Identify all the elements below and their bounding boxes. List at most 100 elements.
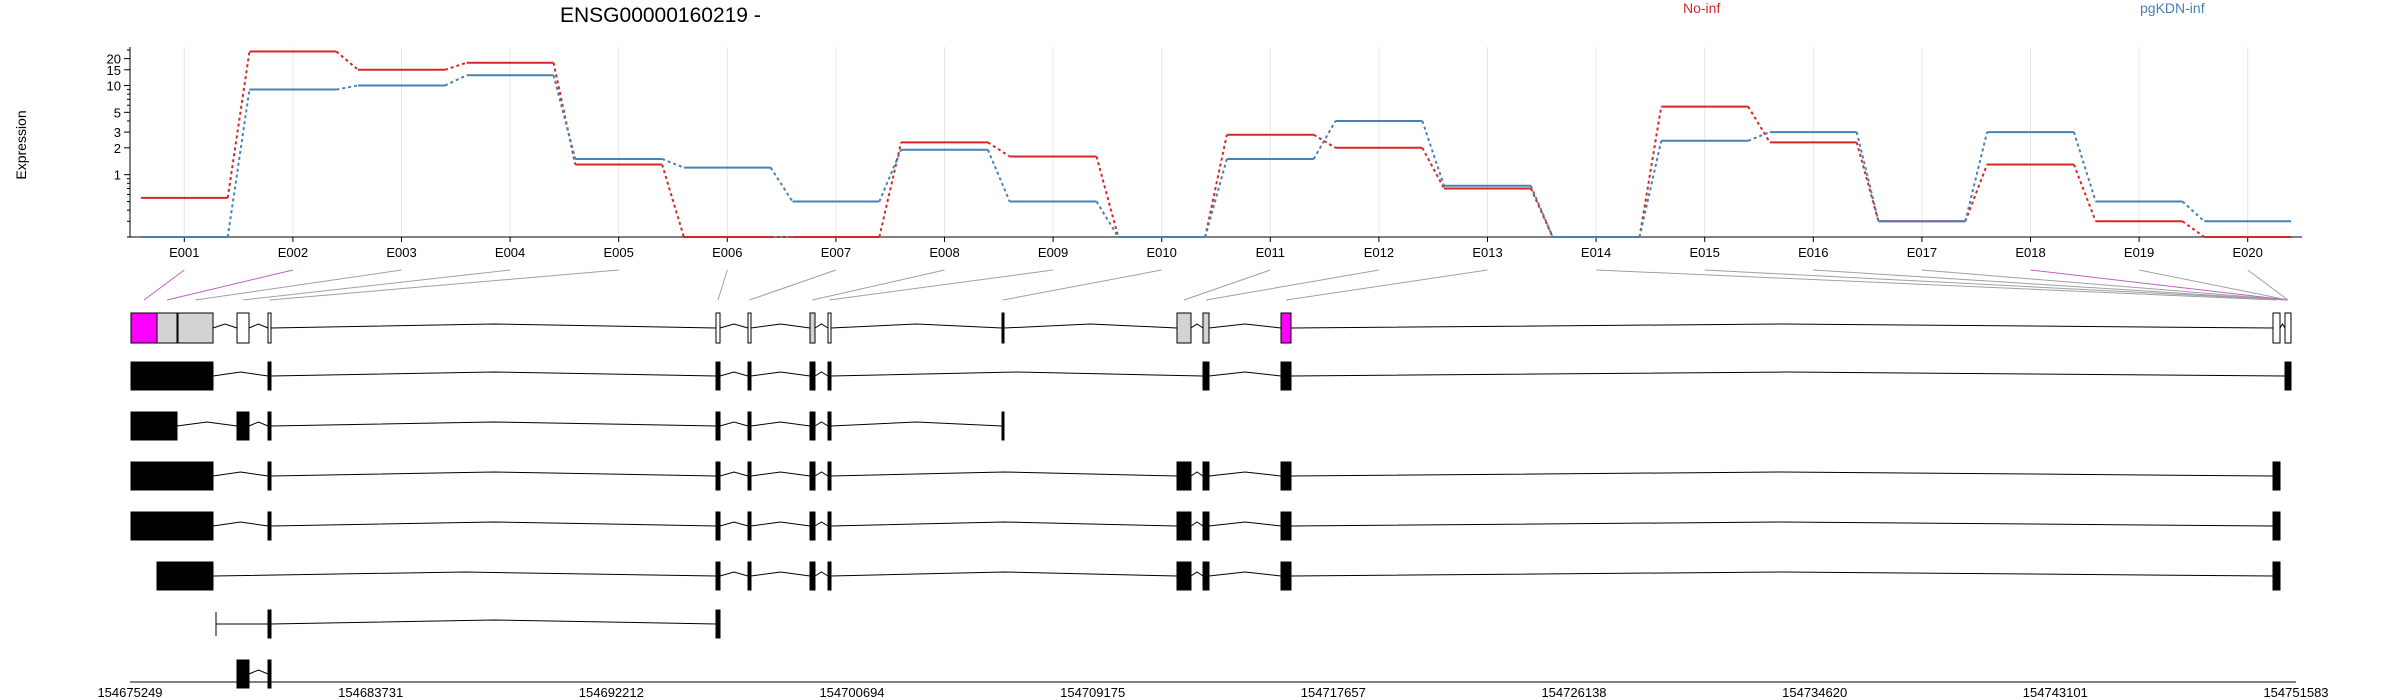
x-tick-label: E011 — [1256, 245, 1285, 260]
exon-block — [236, 411, 250, 441]
exon-block — [2284, 361, 2292, 391]
intron — [1290, 571, 2274, 577]
x-tick-label: E013 — [1472, 245, 1502, 260]
intron — [212, 571, 717, 577]
exon-block — [177, 361, 214, 391]
x-tick-label: E016 — [1798, 245, 1828, 260]
y-tick-label: 2 — [114, 141, 121, 156]
intron — [270, 619, 717, 625]
exon-block — [1001, 312, 1005, 344]
intron — [830, 571, 1178, 577]
intron — [814, 421, 829, 427]
series-connector — [1421, 147, 1445, 189]
exon-block — [267, 411, 272, 441]
intron — [212, 371, 269, 377]
x-tick-label: E009 — [1038, 245, 1068, 260]
intron — [1003, 323, 1178, 329]
intron — [248, 323, 269, 329]
exon-connector — [166, 269, 294, 301]
legend-pgkdn-inf: pgKDN-inf — [2140, 0, 2205, 16]
intron — [830, 471, 1178, 477]
exon-block — [1202, 561, 1210, 591]
exon-block — [130, 461, 158, 491]
intron — [750, 521, 811, 527]
exon-connector — [143, 269, 185, 301]
genome-tick-label: 154726138 — [1541, 685, 1606, 700]
series-connector — [1204, 158, 1228, 238]
series-connector — [226, 51, 251, 198]
series-connector — [878, 142, 903, 238]
intron — [1190, 521, 1204, 527]
exon-block — [715, 361, 721, 391]
genome-tick-label: 154717657 — [1301, 685, 1366, 700]
exon-block — [1176, 461, 1192, 491]
series-connector — [1095, 156, 1120, 238]
x-tick-label: E020 — [2233, 245, 2263, 260]
series-connector — [1964, 164, 1988, 222]
x-tick-label: E003 — [386, 245, 416, 260]
y-tick-label: 15 — [107, 63, 121, 78]
exon-block — [2284, 312, 2292, 344]
exon-block — [1280, 312, 1292, 344]
exon-connector — [2247, 269, 2289, 301]
intron — [830, 371, 1204, 377]
intron — [270, 371, 717, 377]
exon-block — [2272, 511, 2281, 541]
exon-block — [1202, 461, 1210, 491]
exon-block — [715, 312, 721, 344]
exon-block — [267, 609, 272, 639]
intron — [830, 521, 1178, 527]
genome-tick-label: 154709175 — [1060, 685, 1125, 700]
intron — [1208, 471, 1282, 477]
exon-block — [1176, 511, 1192, 541]
y-tick-label: 5 — [114, 105, 121, 120]
series-connector — [2181, 220, 2205, 238]
intron — [814, 371, 829, 377]
genome-tick-label: 154734620 — [1782, 685, 1847, 700]
intron — [1190, 323, 1204, 329]
exon-block — [715, 561, 721, 591]
y-tick-label: 1 — [114, 168, 121, 183]
exon-block — [827, 461, 832, 491]
exon-block — [1001, 411, 1005, 441]
series-connector — [2072, 131, 2097, 202]
intron — [830, 421, 1003, 427]
exon-block — [177, 511, 214, 541]
exon-block — [715, 411, 721, 441]
exon-block — [236, 659, 250, 689]
intron — [1290, 371, 2286, 377]
series-connector — [987, 149, 1011, 202]
intron — [750, 371, 811, 377]
exon-block — [1176, 561, 1192, 591]
intron — [750, 421, 811, 427]
exon-block — [1280, 511, 1292, 541]
x-tick-label: E010 — [1147, 245, 1177, 260]
series-connector — [1638, 140, 1663, 238]
intron — [270, 521, 717, 527]
x-tick-label: E002 — [278, 245, 308, 260]
y-axis-label: Expression — [13, 110, 29, 179]
exon-connectors — [143, 269, 2289, 301]
exon-block — [236, 312, 250, 344]
genome-tick-label: 154692212 — [579, 685, 644, 700]
series-connector — [1421, 120, 1446, 187]
exon-block — [156, 461, 178, 491]
exon-connector — [1002, 269, 1162, 301]
genome-tick-label: 154751583 — [2263, 685, 2328, 700]
exon-block — [747, 411, 752, 441]
exon-block — [1280, 461, 1292, 491]
x-tick-label: E015 — [1690, 245, 1720, 260]
x-tick-label: E004 — [495, 245, 525, 260]
exon-block — [809, 411, 816, 441]
exon-block — [1280, 361, 1292, 391]
exon-connector — [1183, 269, 1271, 301]
exon-block — [2272, 461, 2281, 491]
exon-block — [156, 411, 178, 441]
exon-block — [156, 361, 178, 391]
series-connector — [2181, 200, 2205, 223]
exon-block — [1202, 312, 1210, 344]
exon-block — [809, 361, 816, 391]
intron — [1190, 471, 1204, 477]
